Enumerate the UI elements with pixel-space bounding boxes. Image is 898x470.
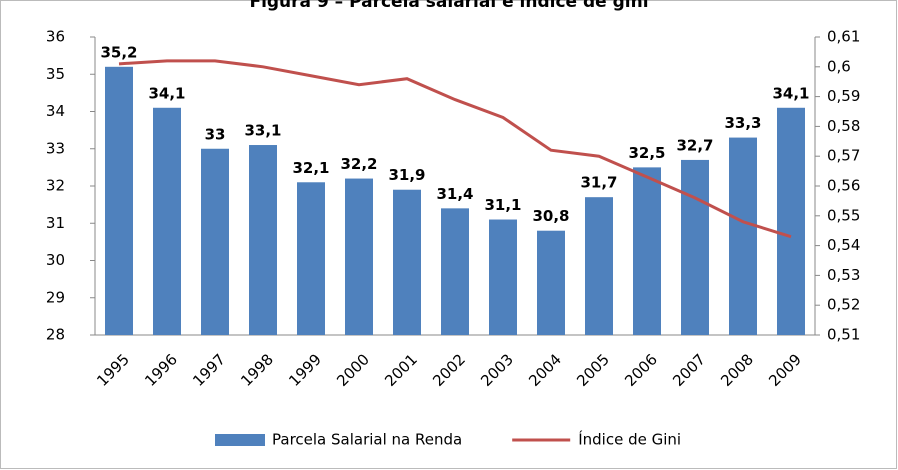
y-tick-label: 32	[46, 177, 65, 195]
y2-tick-label: 0,59	[827, 87, 860, 105]
y2-tick-label: 0,51	[827, 326, 860, 344]
y2-tick-label: 0,57	[827, 147, 860, 165]
bar	[153, 107, 181, 336]
y-tick-label: 35	[46, 65, 65, 83]
bar	[297, 182, 325, 335]
y-tick-label: 30	[46, 251, 65, 269]
y-tick-label: 34	[46, 102, 65, 120]
value-label: 34,1	[772, 84, 809, 102]
line	[118, 59, 792, 239]
y2-tick-label: 0,55	[827, 206, 860, 224]
value-label: 33,3	[724, 114, 761, 132]
y-tick-label: 28	[46, 326, 65, 344]
value-label: 30,8	[532, 207, 569, 225]
y2-tick-label: 0,54	[827, 236, 860, 254]
value-label: 32,2	[340, 155, 377, 173]
y2-tick-label: 0,53	[827, 266, 860, 284]
chart-title: Figura 9 – Parcela salarial e índice de …	[249, 0, 648, 12]
bar	[729, 137, 757, 335]
y-tick-label: 31	[46, 214, 65, 232]
bar	[681, 159, 709, 335]
y2-tick-label: 0,61	[827, 28, 860, 46]
value-label: 31,1	[484, 196, 521, 214]
bar	[633, 167, 661, 335]
value-label: 32,1	[292, 159, 329, 177]
bar	[105, 66, 133, 336]
legend-swatch	[215, 434, 265, 446]
value-label: 32,7	[676, 136, 713, 154]
value-label: 32,5	[628, 144, 665, 162]
value-label: 31,7	[580, 174, 617, 192]
value-label: 31,4	[436, 185, 473, 203]
legend-label: Parcela Salarial na Renda	[272, 431, 462, 449]
bar	[201, 148, 229, 335]
bar	[585, 197, 613, 335]
value-label: 35,2	[100, 43, 137, 61]
y-tick-label: 36	[46, 28, 65, 46]
y-tick-label: 33	[46, 139, 65, 157]
y2-tick-label: 0,56	[827, 177, 860, 195]
bar	[777, 107, 805, 336]
bar	[441, 208, 469, 335]
bar	[489, 219, 517, 335]
y2-tick-label: 0,6	[827, 57, 851, 75]
legend-label: Índice de Gini	[578, 430, 681, 449]
y2-tick-label: 0,58	[827, 117, 860, 135]
value-label: 34,1	[148, 84, 185, 102]
bar	[249, 145, 277, 335]
bar	[345, 178, 373, 335]
value-label: 31,9	[388, 166, 425, 184]
bar	[537, 230, 565, 335]
value-label: 33	[205, 125, 226, 143]
value-label: 33,1	[244, 122, 281, 140]
bar	[393, 189, 421, 335]
y2-tick-label: 0,52	[827, 296, 860, 314]
y-tick-label: 29	[46, 288, 65, 306]
